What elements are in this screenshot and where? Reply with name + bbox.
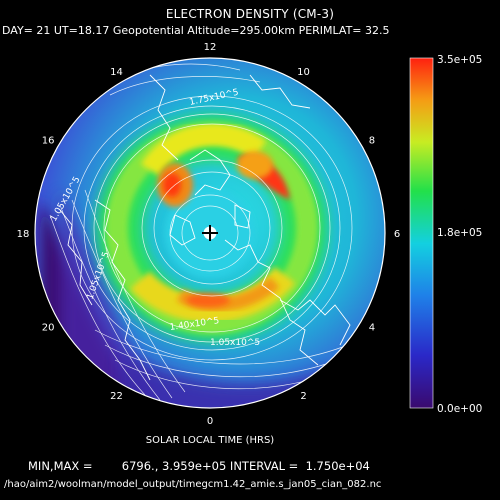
file-path: /hao/aim2/woolman/model_output/timegcm1.… — [4, 479, 382, 490]
local-time-label: 20 — [42, 323, 55, 334]
local-time-label: 12 — [204, 42, 217, 53]
local-time-label: 10 — [297, 67, 310, 78]
x-axis-label: SOLAR LOCAL TIME (HRS) — [145, 435, 275, 446]
local-time-label: 18 — [17, 229, 30, 240]
local-time-label: 6 — [394, 229, 400, 240]
colorbar-min-label: 0.0e+00 — [437, 403, 483, 415]
local-time-label: 14 — [110, 67, 123, 78]
density-field — [35, 58, 385, 408]
pole-marker — [202, 225, 218, 241]
local-time-label: 16 — [42, 136, 55, 147]
stats-line: MIN,MAX = 6796., 3.959e+05 INTERVAL = 1.… — [28, 459, 370, 473]
colorbar-mid-label: 1.8e+05 — [437, 227, 483, 239]
local-time-label: 2 — [300, 391, 306, 402]
colorbar-max-label: 3.5e+05 — [437, 54, 483, 66]
plot-boundary — [34, 57, 386, 409]
chart-subtitle: DAY= 21 UT=18.17 Geopotential Altitude=2… — [2, 24, 390, 37]
coastlines — [59, 74, 351, 381]
colorbar — [409, 57, 434, 409]
local-time-label: 22 — [110, 391, 123, 402]
chart-title: ELECTRON DENSITY (CM-3) — [165, 7, 335, 21]
contour-label: 1.05x10^5 — [210, 338, 260, 348]
local-time-label: 4 — [369, 323, 375, 334]
local-time-label: 0 — [207, 416, 213, 427]
local-time-label: 8 — [369, 136, 375, 147]
